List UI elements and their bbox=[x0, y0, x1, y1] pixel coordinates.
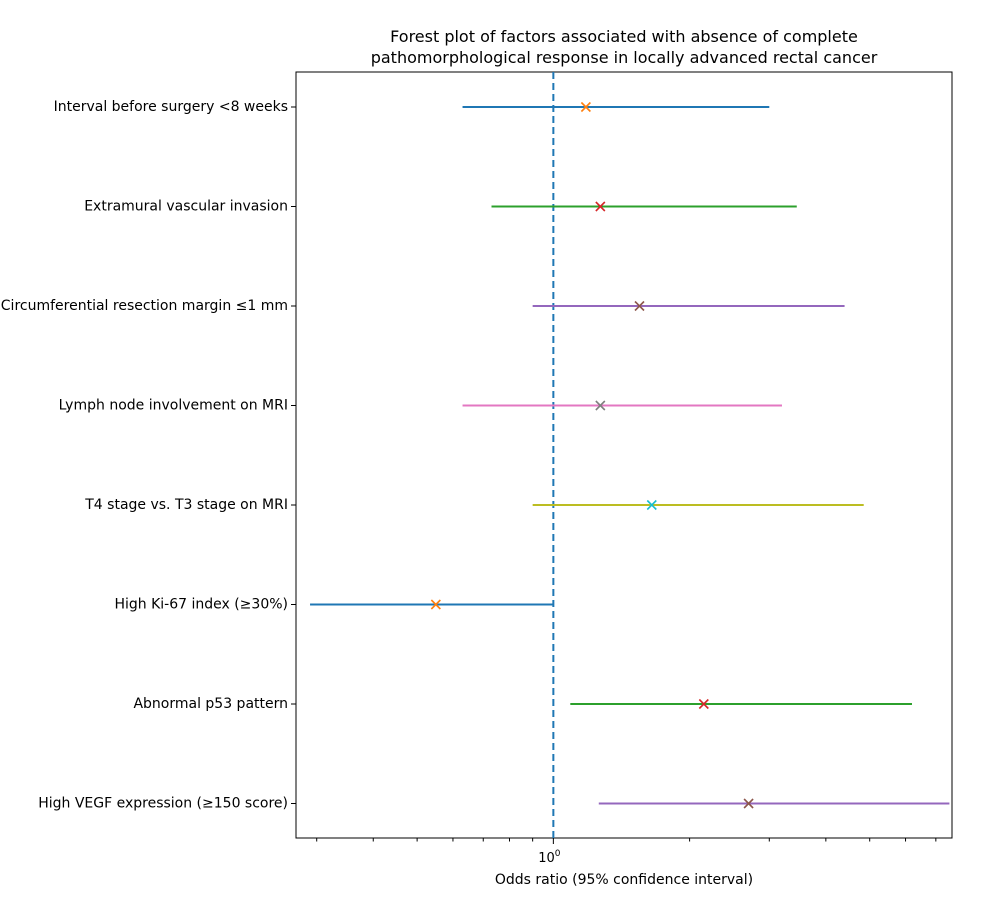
factor-row: Circumferential resection margin ≤1 mm bbox=[1, 298, 845, 314]
factor-label: Interval before surgery <8 weeks bbox=[54, 99, 288, 115]
x-tick-label: 100 bbox=[538, 849, 561, 866]
chart-title-line-2: pathomorphological response in locally a… bbox=[371, 48, 878, 67]
factor-label: High Ki-67 index (≥30%) bbox=[114, 597, 288, 613]
marker-stroke bbox=[743, 798, 754, 809]
factor-row: High Ki-67 index (≥30%) bbox=[114, 597, 554, 613]
odds-ratio-marker bbox=[646, 499, 657, 511]
factor-row: T4 stage vs. T3 stage on MRI bbox=[84, 497, 864, 513]
chart-title-line-1: Forest plot of factors associated with a… bbox=[390, 27, 858, 46]
marker-stroke bbox=[430, 599, 441, 610]
marker-stroke bbox=[698, 698, 709, 710]
factor-row: Extramural vascular invasion bbox=[84, 199, 797, 215]
factor-label: Extramural vascular invasion bbox=[84, 199, 288, 215]
odds-ratio-marker bbox=[430, 599, 441, 610]
odds-ratio-marker bbox=[743, 798, 754, 809]
factor-label: Abnormal p53 pattern bbox=[133, 696, 288, 712]
factor-label: Circumferential resection margin ≤1 mm bbox=[1, 298, 288, 314]
factor-row: High VEGF expression (≥150 score) bbox=[38, 796, 950, 812]
factor-rows: Interval before surgery <8 weeks Extramur… bbox=[1, 72, 950, 838]
odds-ratio-marker bbox=[698, 698, 709, 710]
x-tick-label-exponent: 0 bbox=[555, 849, 561, 859]
factor-row: Abnormal p53 pattern bbox=[133, 696, 912, 712]
factor-label: Lymph node involvement on MRI bbox=[59, 398, 288, 414]
odds-ratio-marker bbox=[634, 300, 645, 312]
factor-label: T4 stage vs. T3 stage on MRI bbox=[84, 497, 288, 513]
x-tick-label-base: 10 bbox=[538, 851, 555, 866]
marker-stroke bbox=[595, 201, 606, 212]
odds-ratio-marker bbox=[595, 400, 606, 411]
factor-row: Lymph node involvement on MRI bbox=[59, 398, 782, 414]
plot-area-frame bbox=[295, 71, 953, 839]
odds-ratio-marker bbox=[595, 201, 606, 212]
factor-label: High VEGF expression (≥150 score) bbox=[38, 796, 288, 812]
marker-stroke bbox=[634, 300, 645, 312]
marker-stroke bbox=[646, 499, 657, 511]
x-axis-label: Odds ratio (95% confidence interval) bbox=[495, 872, 753, 888]
marker-stroke bbox=[580, 101, 591, 113]
odds-ratio-marker bbox=[580, 101, 591, 113]
marker-stroke bbox=[595, 400, 606, 411]
x-axis: 100 bbox=[316, 838, 937, 866]
factor-row: Interval before surgery <8 weeks bbox=[54, 99, 770, 115]
